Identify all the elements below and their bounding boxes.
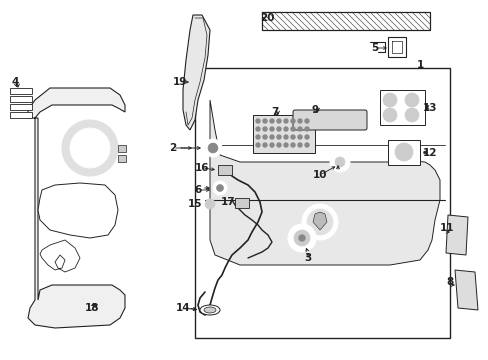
Circle shape — [305, 143, 308, 147]
Circle shape — [284, 135, 287, 139]
Circle shape — [203, 139, 222, 157]
Circle shape — [263, 135, 266, 139]
Polygon shape — [312, 212, 326, 230]
Bar — [262, 12, 429, 30]
Text: 17: 17 — [220, 197, 235, 207]
Text: 3: 3 — [304, 253, 311, 263]
Circle shape — [276, 135, 281, 139]
Text: 16: 16 — [194, 163, 209, 173]
Circle shape — [306, 209, 332, 235]
Circle shape — [207, 143, 218, 153]
Text: 4: 4 — [11, 77, 19, 87]
Bar — [218, 165, 231, 175]
Polygon shape — [445, 215, 467, 255]
Text: 7: 7 — [271, 107, 278, 117]
Circle shape — [276, 143, 281, 147]
Circle shape — [269, 119, 273, 123]
Bar — [118, 145, 126, 152]
Bar — [387, 37, 405, 57]
Circle shape — [263, 127, 266, 131]
Circle shape — [256, 127, 260, 131]
Bar — [10, 112, 32, 118]
Text: 20: 20 — [259, 13, 274, 23]
Bar — [379, 90, 424, 125]
Circle shape — [329, 152, 349, 172]
Circle shape — [404, 108, 418, 122]
Circle shape — [263, 119, 266, 123]
Circle shape — [276, 119, 281, 123]
Circle shape — [263, 143, 266, 147]
Polygon shape — [40, 240, 80, 272]
Text: 18: 18 — [84, 303, 99, 313]
Circle shape — [305, 127, 308, 131]
Polygon shape — [28, 88, 125, 328]
Circle shape — [62, 120, 118, 176]
Polygon shape — [38, 183, 118, 238]
Bar — [252, 115, 314, 153]
Ellipse shape — [203, 307, 216, 313]
Text: 1: 1 — [415, 60, 423, 70]
Bar — [118, 155, 126, 162]
Circle shape — [216, 184, 223, 192]
Circle shape — [297, 127, 302, 131]
Circle shape — [70, 128, 110, 168]
Bar — [235, 198, 248, 208]
Circle shape — [297, 119, 302, 123]
Circle shape — [382, 93, 396, 107]
Circle shape — [290, 135, 294, 139]
Text: 8: 8 — [446, 277, 453, 287]
Circle shape — [256, 143, 260, 147]
Polygon shape — [183, 15, 209, 130]
Circle shape — [284, 143, 287, 147]
Polygon shape — [454, 270, 477, 310]
Circle shape — [269, 143, 273, 147]
Circle shape — [302, 204, 337, 240]
Circle shape — [334, 157, 345, 167]
Circle shape — [269, 135, 273, 139]
FancyBboxPatch shape — [292, 110, 366, 130]
Circle shape — [213, 181, 226, 195]
Bar — [10, 88, 32, 94]
Circle shape — [269, 127, 273, 131]
Circle shape — [382, 108, 396, 122]
Ellipse shape — [200, 305, 220, 315]
Circle shape — [297, 135, 302, 139]
Circle shape — [284, 119, 287, 123]
Circle shape — [298, 235, 305, 241]
Circle shape — [297, 143, 302, 147]
Circle shape — [305, 119, 308, 123]
Circle shape — [276, 127, 281, 131]
Circle shape — [355, 42, 363, 50]
Circle shape — [404, 93, 418, 107]
Text: 14: 14 — [175, 303, 190, 313]
Bar — [10, 96, 32, 102]
Circle shape — [256, 135, 260, 139]
Text: 12: 12 — [422, 148, 436, 158]
Circle shape — [394, 143, 412, 161]
Circle shape — [287, 224, 315, 252]
Text: 9: 9 — [311, 105, 318, 115]
Circle shape — [204, 199, 215, 209]
Circle shape — [305, 135, 308, 139]
Circle shape — [293, 230, 309, 246]
Circle shape — [256, 119, 260, 123]
Circle shape — [290, 143, 294, 147]
Polygon shape — [209, 100, 439, 265]
Text: 2: 2 — [169, 143, 176, 153]
Text: 19: 19 — [172, 77, 187, 87]
Text: 5: 5 — [370, 43, 378, 53]
Circle shape — [284, 127, 287, 131]
Bar — [387, 140, 419, 165]
Text: 6: 6 — [194, 185, 201, 195]
Bar — [10, 104, 32, 110]
Text: 10: 10 — [312, 170, 326, 180]
Text: 13: 13 — [422, 103, 436, 113]
Text: 11: 11 — [439, 223, 453, 233]
Text: 15: 15 — [187, 199, 202, 209]
Bar — [195, 68, 449, 338]
Circle shape — [290, 127, 294, 131]
Circle shape — [290, 119, 294, 123]
Bar — [262, 12, 429, 30]
